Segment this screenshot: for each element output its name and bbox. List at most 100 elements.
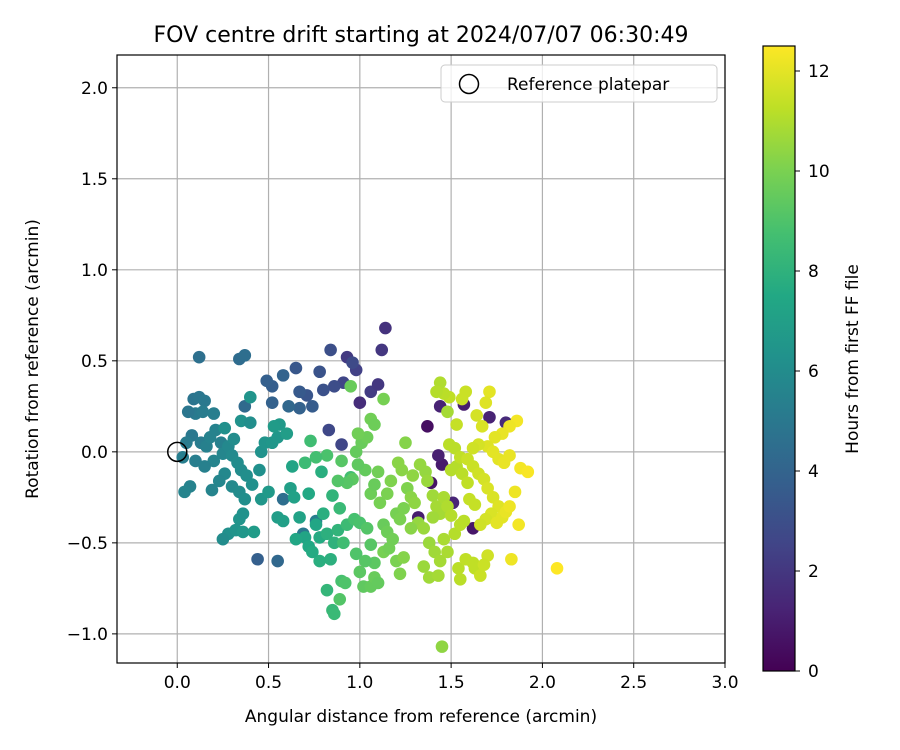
data-point bbox=[349, 547, 363, 561]
data-point bbox=[474, 518, 487, 531]
legend-marker-icon bbox=[458, 73, 480, 95]
colorbar-tick-label: 6 bbox=[808, 362, 819, 382]
data-point bbox=[313, 554, 326, 568]
data-point bbox=[189, 454, 202, 468]
data-point bbox=[304, 434, 317, 448]
data-point bbox=[227, 432, 241, 446]
y-tick-label: 1.5 bbox=[81, 170, 108, 190]
data-point bbox=[426, 511, 440, 524]
data-point bbox=[368, 418, 381, 431]
y-tick-label: −1.0 bbox=[67, 625, 108, 645]
data-point bbox=[503, 449, 516, 462]
data-point bbox=[198, 394, 211, 408]
data-point bbox=[512, 518, 525, 531]
data-point bbox=[298, 456, 312, 470]
data-point bbox=[486, 491, 500, 504]
data-point bbox=[306, 400, 319, 413]
data-point bbox=[468, 498, 482, 511]
data-point bbox=[360, 521, 374, 535]
colorbar-ticks: 0 2 4 6 8 10 12 bbox=[795, 62, 830, 682]
colorbar-tick-label: 2 bbox=[808, 562, 819, 582]
data-point bbox=[488, 430, 502, 444]
data-point bbox=[293, 401, 306, 415]
data-point bbox=[240, 469, 253, 482]
data-point bbox=[457, 514, 471, 528]
data-point bbox=[371, 576, 385, 590]
reference-marker-icon bbox=[167, 441, 188, 463]
data-point bbox=[243, 416, 257, 430]
data-point bbox=[426, 489, 440, 502]
y-tick-label: 0.5 bbox=[81, 352, 108, 372]
data-point bbox=[353, 396, 367, 409]
data-point bbox=[293, 511, 306, 524]
data-point bbox=[247, 525, 261, 539]
data-point bbox=[444, 509, 458, 522]
colorbar-tick-label: 10 bbox=[808, 162, 830, 182]
data-point bbox=[238, 492, 252, 506]
data-point bbox=[505, 552, 518, 566]
data-point bbox=[481, 481, 494, 495]
data-point bbox=[317, 383, 330, 397]
x-axis-label: Angular distance from reference (arcmin) bbox=[245, 707, 597, 727]
data-point bbox=[474, 569, 487, 582]
data-point bbox=[422, 536, 436, 550]
data-point bbox=[218, 421, 232, 435]
data-point bbox=[333, 592, 347, 606]
data-point bbox=[351, 458, 365, 471]
data-point bbox=[379, 321, 392, 335]
data-point bbox=[331, 474, 345, 488]
data-point bbox=[452, 562, 465, 575]
data-point bbox=[338, 576, 352, 590]
data-point bbox=[421, 474, 434, 488]
y-tick-label: 1.0 bbox=[81, 261, 108, 281]
legend-label: Reference platepar bbox=[507, 75, 669, 95]
data-point bbox=[437, 532, 451, 546]
x-ticks: 0.0 0.5 1.0 1.5 2.0 2.5 3.0 bbox=[164, 663, 739, 693]
data-point bbox=[470, 409, 483, 422]
data-point bbox=[375, 343, 389, 357]
data-point bbox=[550, 562, 564, 575]
data-point bbox=[317, 507, 330, 521]
data-point bbox=[461, 476, 474, 490]
data-point bbox=[322, 423, 336, 437]
data-point bbox=[477, 558, 491, 572]
data-point bbox=[368, 478, 381, 491]
y-axis-label: Rotation from reference (arcmin) bbox=[23, 219, 43, 499]
x-tick-label: 2.5 bbox=[620, 673, 647, 693]
data-point bbox=[236, 507, 250, 521]
x-tick-label: 1.5 bbox=[438, 673, 465, 693]
data-point bbox=[196, 405, 210, 419]
x-tick-label: 2.0 bbox=[529, 673, 556, 693]
data-point bbox=[260, 374, 274, 388]
data-point bbox=[326, 489, 339, 502]
data-point bbox=[265, 396, 279, 409]
data-point bbox=[399, 436, 412, 450]
data-point bbox=[306, 545, 319, 559]
data-point bbox=[421, 420, 434, 433]
data-point bbox=[430, 385, 443, 399]
data-point bbox=[280, 427, 294, 440]
y-ticks: −1.0 −0.5 0.0 0.5 1.0 1.5 2.0 bbox=[67, 79, 117, 645]
data-point bbox=[198, 460, 211, 473]
data-point bbox=[238, 349, 252, 362]
colorbar-tick-label: 12 bbox=[808, 62, 830, 82]
reference-layer bbox=[167, 441, 188, 463]
data-point bbox=[435, 640, 449, 653]
data-point bbox=[289, 361, 303, 375]
data-point bbox=[479, 396, 493, 409]
x-tick-label: 3.0 bbox=[711, 673, 738, 693]
data-point bbox=[397, 551, 410, 564]
data-point bbox=[324, 343, 337, 357]
data-point bbox=[432, 449, 445, 462]
data-point bbox=[337, 536, 350, 550]
data-point bbox=[238, 400, 252, 413]
data-point bbox=[216, 532, 230, 546]
data-point bbox=[302, 487, 316, 501]
data-point bbox=[205, 483, 219, 497]
data-point bbox=[455, 392, 469, 406]
data-point bbox=[448, 441, 462, 455]
data-point bbox=[408, 496, 421, 510]
data-point bbox=[262, 485, 275, 499]
data-points bbox=[176, 321, 564, 653]
